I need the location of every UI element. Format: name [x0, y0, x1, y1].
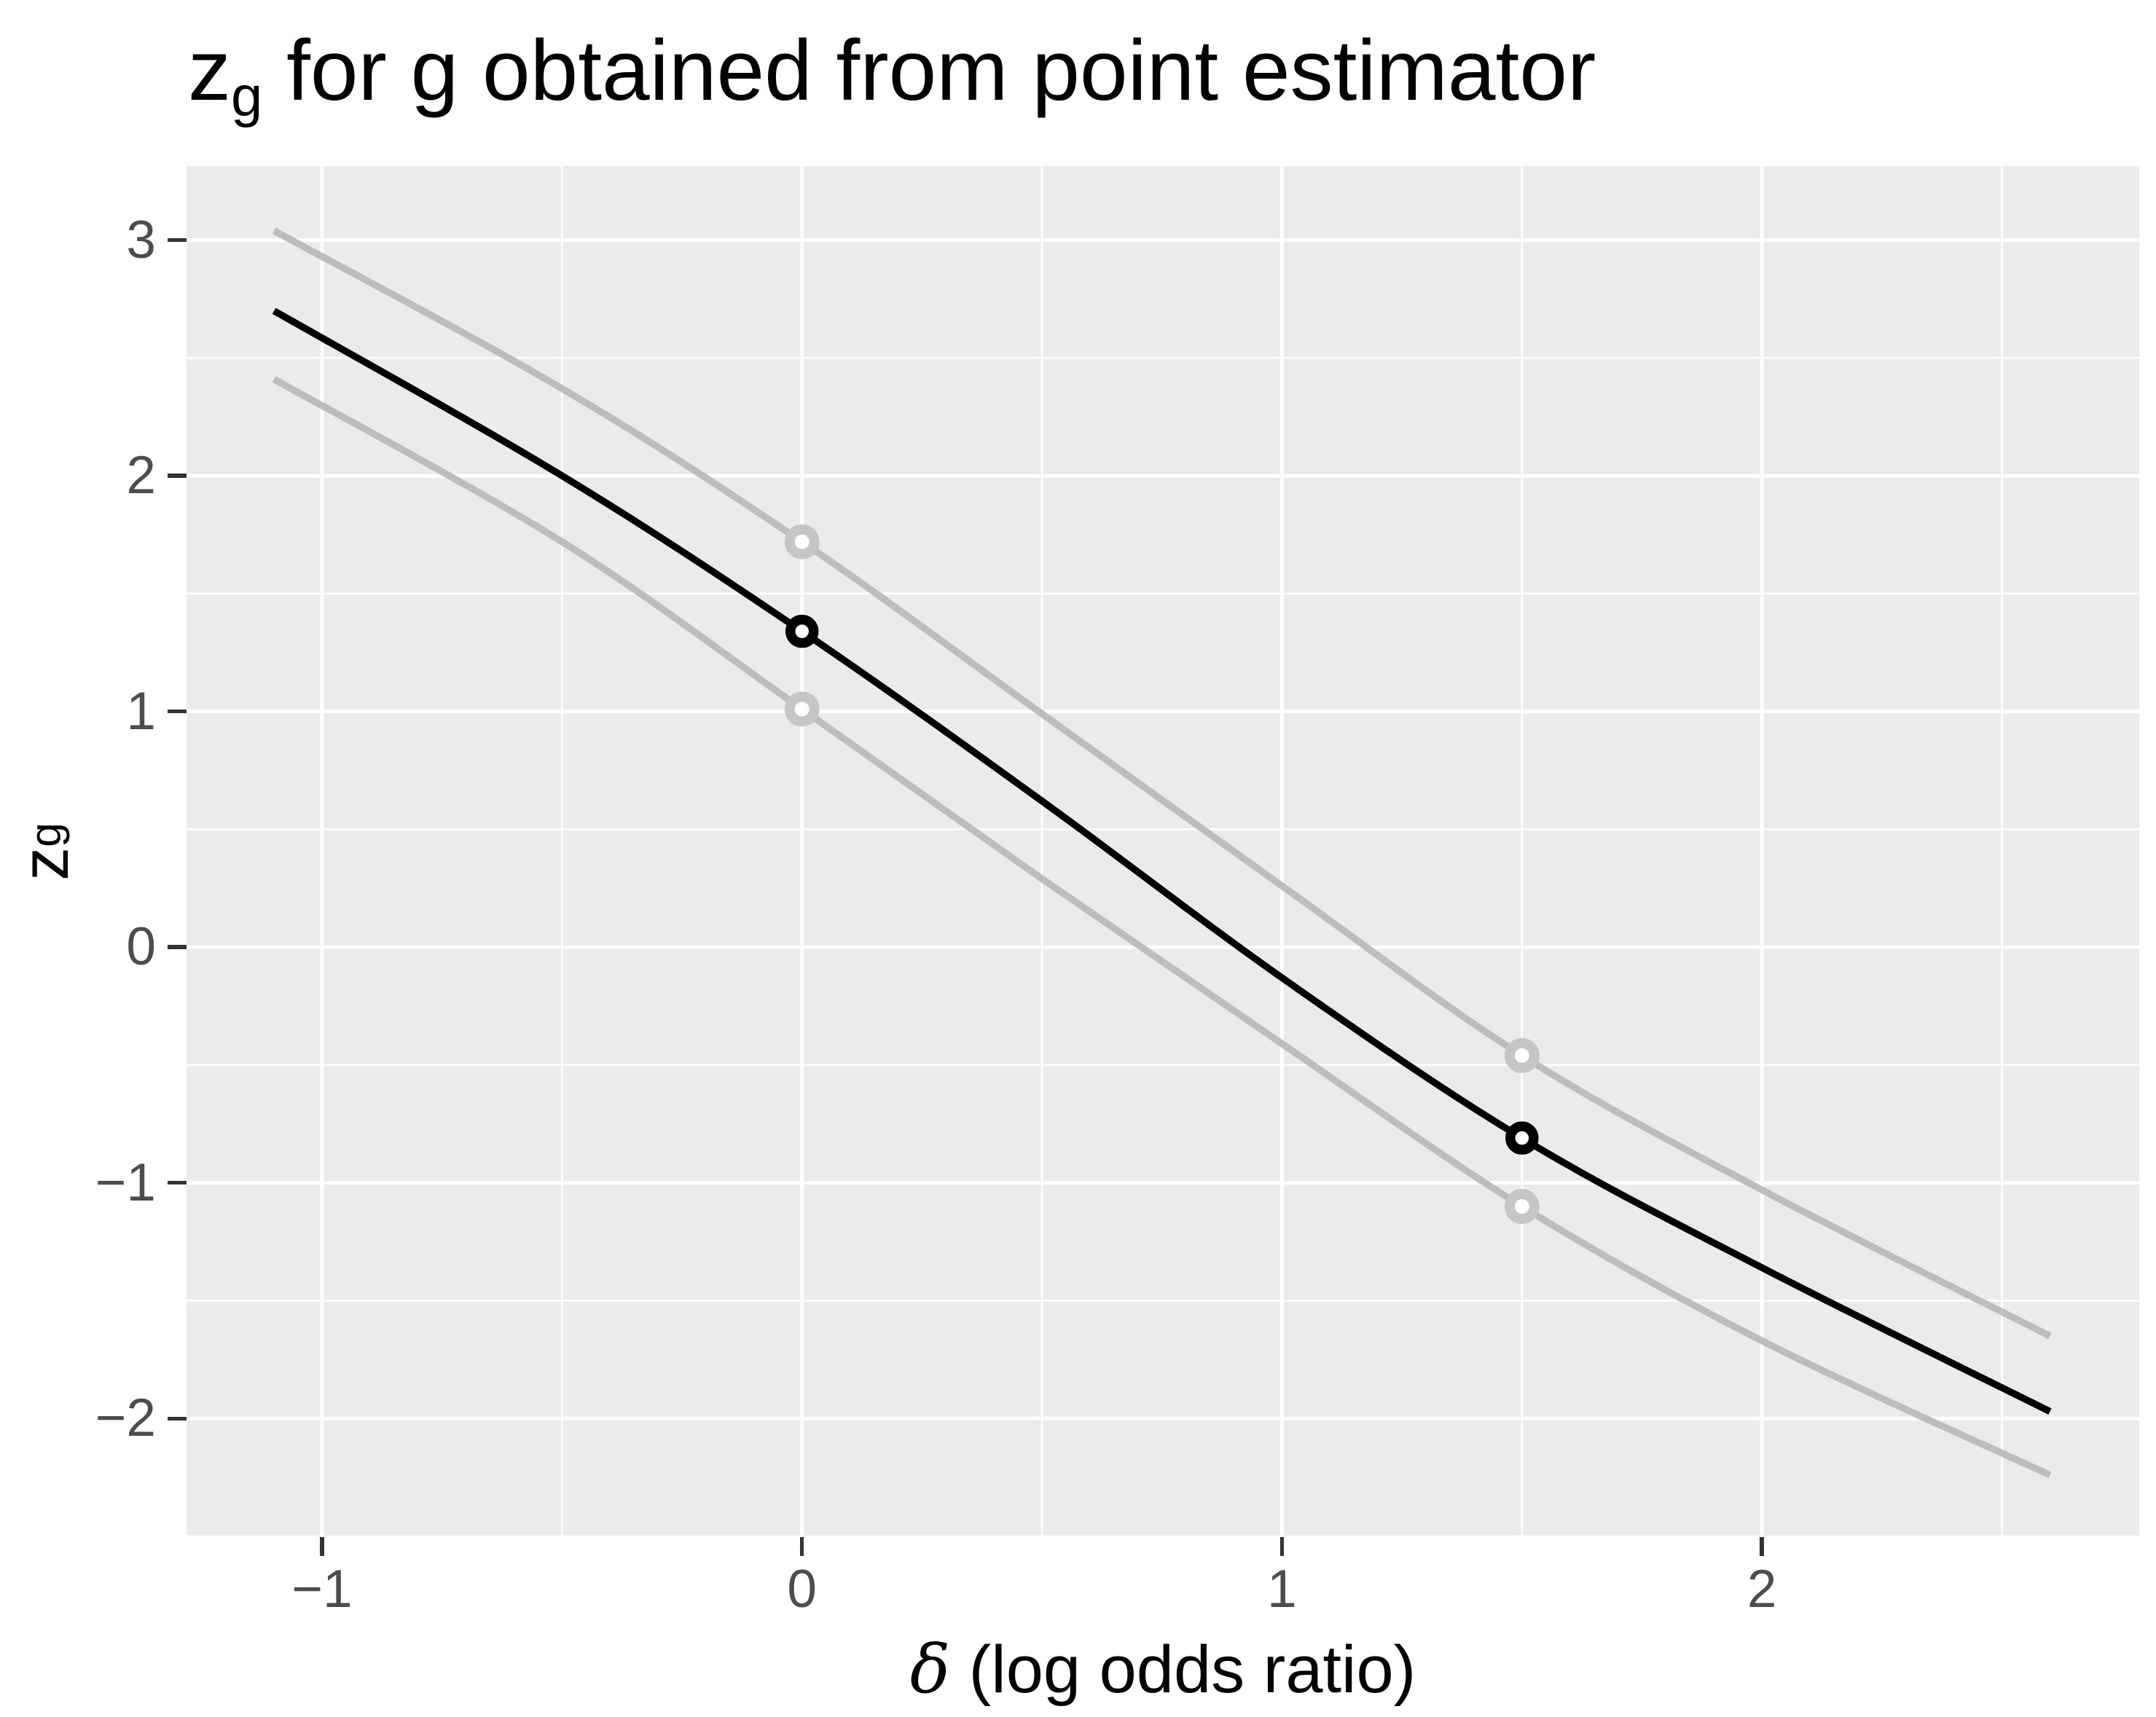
- y-tick-label: 2: [126, 446, 156, 506]
- y-tick-mark: [168, 237, 187, 243]
- x-tick-mark: [1760, 1537, 1764, 1556]
- x-tick-label: 2: [1747, 1560, 1777, 1619]
- lower-gray-curve: [272, 376, 2052, 1479]
- x-tick-label: 1: [1267, 1560, 1297, 1619]
- y-tick-label: −2: [95, 1388, 156, 1448]
- chart-title-subscript: g: [231, 64, 263, 128]
- y-tick-label: 1: [126, 681, 156, 741]
- y-tick-label: −1: [95, 1152, 156, 1212]
- panel-background: [187, 166, 2139, 1537]
- y-tick-mark: [168, 1180, 187, 1185]
- y-axis-title-base: z: [7, 846, 82, 881]
- delta-symbol: δ: [909, 1630, 951, 1708]
- x-tick-label: −1: [291, 1560, 353, 1619]
- chart-title-base: z: [188, 23, 231, 119]
- upper-gray-curve: [272, 227, 2052, 1340]
- lower-gray-curve-marker: [1504, 1189, 1540, 1225]
- y-tick-label: 3: [126, 210, 156, 270]
- y-tick-mark: [168, 709, 187, 714]
- point-estimator-curve-marker: [1505, 1121, 1539, 1155]
- chart-title-rest: for g obtained from point estimator: [262, 23, 1596, 119]
- plot-panel: [187, 166, 2139, 1537]
- upper-gray-curve-marker: [1504, 1038, 1540, 1074]
- x-tick-label: 0: [787, 1560, 817, 1619]
- x-tick-mark: [1279, 1537, 1285, 1556]
- x-tick-mark: [799, 1537, 804, 1556]
- y-tick-mark: [168, 474, 187, 478]
- point-estimator-curve: [272, 307, 2052, 1415]
- y-tick-mark: [168, 945, 187, 949]
- upper-gray-curve-marker: [784, 524, 820, 559]
- lower-gray-curve-marker: [784, 691, 820, 727]
- x-axis-title-rest: (log odds ratio): [950, 1632, 1416, 1707]
- y-tick-label: 0: [126, 917, 156, 977]
- x-tick-mark: [320, 1537, 324, 1556]
- y-tick-mark: [168, 1416, 187, 1421]
- point-estimator-curve-marker: [785, 614, 819, 648]
- x-axis-title: δ (log odds ratio): [187, 1630, 2139, 1708]
- chart-title: zg for g obtained from point estimator: [188, 22, 1596, 125]
